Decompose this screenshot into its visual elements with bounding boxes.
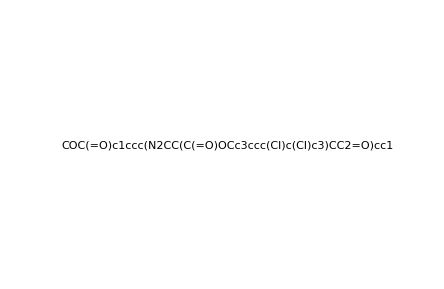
Text: COC(=O)c1ccc(N2CC(C(=O)OCc3ccc(Cl)c(Cl)c3)CC2=O)cc1: COC(=O)c1ccc(N2CC(C(=O)OCc3ccc(Cl)c(Cl)c… [61, 141, 394, 151]
